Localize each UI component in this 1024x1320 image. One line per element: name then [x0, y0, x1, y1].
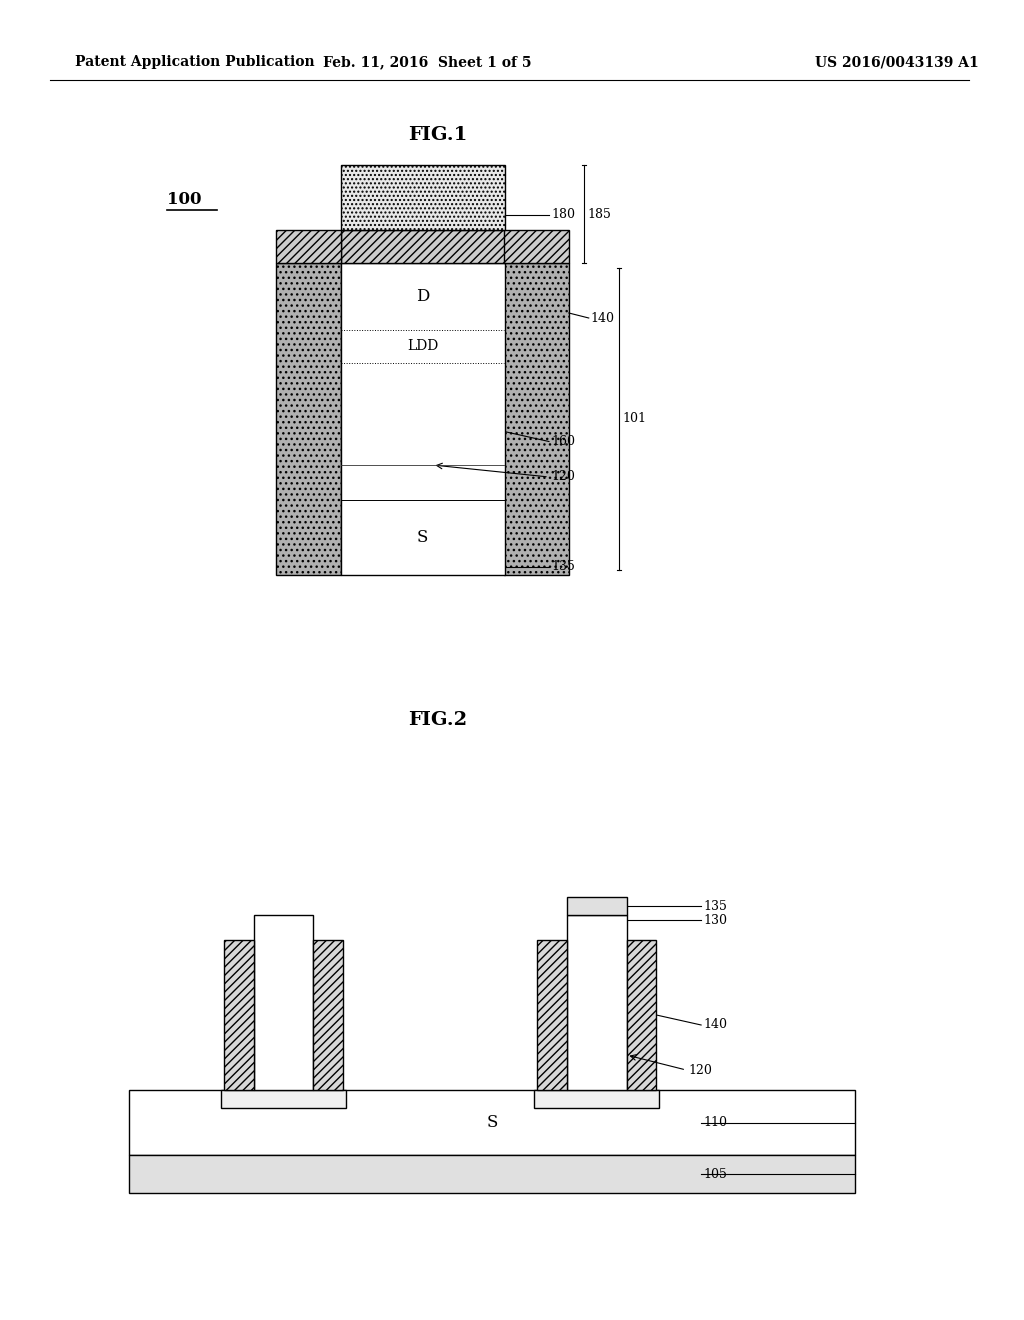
- Bar: [276, 230, 341, 263]
- Bar: [254, 915, 313, 1090]
- Text: FIG.2: FIG.2: [408, 711, 467, 729]
- Text: 160: 160: [551, 436, 574, 447]
- Bar: [627, 940, 656, 1090]
- Bar: [341, 165, 505, 230]
- Bar: [224, 940, 254, 1090]
- Text: 170: 170: [546, 248, 569, 261]
- Text: 101: 101: [623, 412, 646, 425]
- Text: 185: 185: [588, 207, 611, 220]
- Bar: [276, 263, 341, 576]
- Text: FIG.1: FIG.1: [408, 125, 467, 144]
- Text: D: D: [416, 288, 429, 305]
- Text: 130: 130: [703, 913, 727, 927]
- Text: LDD: LDD: [407, 339, 438, 354]
- Bar: [504, 263, 569, 576]
- Text: Feb. 11, 2016  Sheet 1 of 5: Feb. 11, 2016 Sheet 1 of 5: [324, 55, 531, 69]
- Text: 120: 120: [688, 1064, 712, 1077]
- Text: S: S: [486, 1114, 498, 1131]
- Text: 135: 135: [551, 561, 574, 573]
- Text: 100: 100: [167, 191, 202, 209]
- Bar: [535, 1090, 659, 1107]
- Text: S: S: [417, 529, 428, 546]
- Bar: [341, 230, 505, 263]
- Text: 110: 110: [703, 1115, 727, 1129]
- Text: 135: 135: [703, 899, 727, 912]
- Bar: [567, 898, 627, 915]
- Bar: [221, 1090, 346, 1107]
- Text: 120: 120: [551, 470, 574, 483]
- Bar: [129, 1090, 855, 1155]
- Text: 105: 105: [703, 1167, 727, 1180]
- Text: 180: 180: [551, 209, 574, 222]
- Bar: [537, 940, 567, 1090]
- Bar: [341, 263, 505, 576]
- Text: US 2016/0043139 A1: US 2016/0043139 A1: [815, 55, 979, 69]
- Bar: [313, 940, 343, 1090]
- Text: 140: 140: [703, 1019, 727, 1031]
- Text: 140: 140: [591, 312, 614, 325]
- Bar: [504, 230, 569, 263]
- Text: Patent Application Publication: Patent Application Publication: [75, 55, 314, 69]
- Bar: [129, 1155, 855, 1193]
- Bar: [567, 915, 627, 1090]
